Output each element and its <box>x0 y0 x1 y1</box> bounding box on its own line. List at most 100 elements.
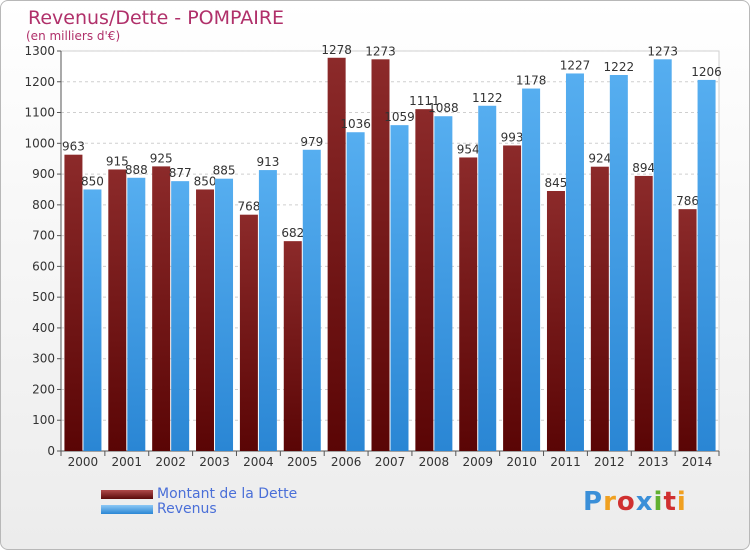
bar-revenue <box>434 116 453 451</box>
bar-debt <box>415 109 434 452</box>
bar-debt <box>196 189 215 451</box>
legend-swatch-revenue <box>101 505 153 514</box>
bar-revenue <box>258 170 277 452</box>
x-tick-label: 2007 <box>375 455 406 469</box>
bar-debt <box>459 157 478 451</box>
bar-revenue <box>127 177 146 451</box>
data-label: 954 <box>457 142 480 156</box>
data-label: 845 <box>545 176 568 190</box>
logo-letter: i <box>653 487 664 517</box>
bar-debt <box>546 191 565 451</box>
y-tick-label: 800 <box>32 198 55 212</box>
x-tick-label: 2003 <box>199 455 230 469</box>
chart-title: Revenus/Dette - POMPAIRE <box>28 7 285 29</box>
data-label: 913 <box>256 155 279 169</box>
plot-area <box>60 50 720 452</box>
y-tick-label: 600 <box>32 259 55 273</box>
data-label: 1227 <box>560 58 591 72</box>
legend-label-debt: Montant de la Dette <box>157 486 298 502</box>
bar-debt <box>678 209 697 451</box>
bar-revenue <box>565 73 584 451</box>
y-tick-label: 500 <box>32 290 55 304</box>
bar-revenue <box>697 79 716 451</box>
x-tick-label: 2010 <box>506 455 537 469</box>
y-tick-label: 1200 <box>24 75 55 89</box>
data-label: 1273 <box>365 44 396 58</box>
x-tick-label: 2001 <box>112 455 143 469</box>
legend-item-revenue: Revenus <box>101 501 361 518</box>
bar-revenue <box>609 75 628 451</box>
proxiti-logo: Proxiti <box>583 487 687 517</box>
data-label: 877 <box>169 166 192 180</box>
data-label: 786 <box>676 194 699 208</box>
x-tick-label: 2008 <box>419 455 450 469</box>
data-label: 924 <box>588 152 611 166</box>
bar-revenue <box>522 88 541 452</box>
bar-revenue <box>171 181 190 451</box>
x-tick-label: 2009 <box>462 455 493 469</box>
legend-swatch-debt <box>101 490 153 499</box>
data-label: 1059 <box>384 110 415 124</box>
data-label: 1278 <box>321 43 352 57</box>
y-tick-label: 1300 <box>24 44 55 58</box>
bar-revenue <box>83 189 102 451</box>
logo-letter: x <box>635 487 654 517</box>
bar-revenue <box>653 59 672 452</box>
data-label: 1036 <box>340 117 371 131</box>
bar-revenue <box>302 149 321 451</box>
y-tick-label: 700 <box>32 229 55 243</box>
bar-revenue <box>478 105 497 452</box>
x-tick-label: 2011 <box>550 455 581 469</box>
data-label: 888 <box>125 163 148 177</box>
data-label: 925 <box>150 151 173 165</box>
data-label: 1111 <box>409 94 440 108</box>
y-tick-label: 0 <box>47 444 55 458</box>
legend-label-revenue: Revenus <box>157 501 217 517</box>
y-tick-label: 1100 <box>24 106 55 120</box>
data-label: 1088 <box>428 101 459 115</box>
y-tick-label: 300 <box>32 352 55 366</box>
bar-debt <box>503 145 522 451</box>
data-label: 1122 <box>472 91 503 105</box>
logo-letter: r <box>603 487 617 517</box>
data-label: 850 <box>194 174 217 188</box>
y-tick-label: 900 <box>32 167 55 181</box>
x-tick-label: 2013 <box>638 455 669 469</box>
x-tick-label: 2005 <box>287 455 318 469</box>
data-label: 1273 <box>647 44 678 58</box>
bar-debt <box>634 175 653 451</box>
data-label: 682 <box>281 226 304 240</box>
bar-debt <box>327 57 346 452</box>
y-tick-label: 100 <box>32 413 55 427</box>
data-label: 1222 <box>604 60 635 74</box>
x-tick-label: 2002 <box>155 455 186 469</box>
chart-subtitle: (en milliers d'€) <box>26 29 121 43</box>
x-tick-label: 2014 <box>682 455 713 469</box>
data-label: 894 <box>632 161 655 175</box>
logo-letter: P <box>583 487 604 517</box>
logo-letter: o <box>616 487 636 517</box>
x-tick-label: 2012 <box>594 455 625 469</box>
data-label: 850 <box>81 174 104 188</box>
bar-debt <box>152 166 171 451</box>
bar-debt <box>108 169 127 451</box>
bar-debt <box>590 166 609 451</box>
y-tick-label: 1000 <box>24 136 55 150</box>
data-label: 885 <box>213 164 236 178</box>
x-tick-label: 2004 <box>243 455 274 469</box>
bar-debt <box>64 154 83 451</box>
bar-debt <box>371 59 390 452</box>
data-label: 993 <box>501 130 524 144</box>
data-label: 915 <box>106 154 129 168</box>
legend-item-debt: Montant de la Dette <box>101 486 361 503</box>
y-tick-label: 200 <box>32 382 55 396</box>
bar-revenue <box>390 125 409 452</box>
bar-debt <box>283 241 302 451</box>
y-tick-label: 400 <box>32 321 55 335</box>
data-label: 979 <box>300 135 323 149</box>
data-label: 768 <box>237 200 260 214</box>
data-label: 1206 <box>691 65 722 79</box>
x-tick-label: 2006 <box>331 455 362 469</box>
